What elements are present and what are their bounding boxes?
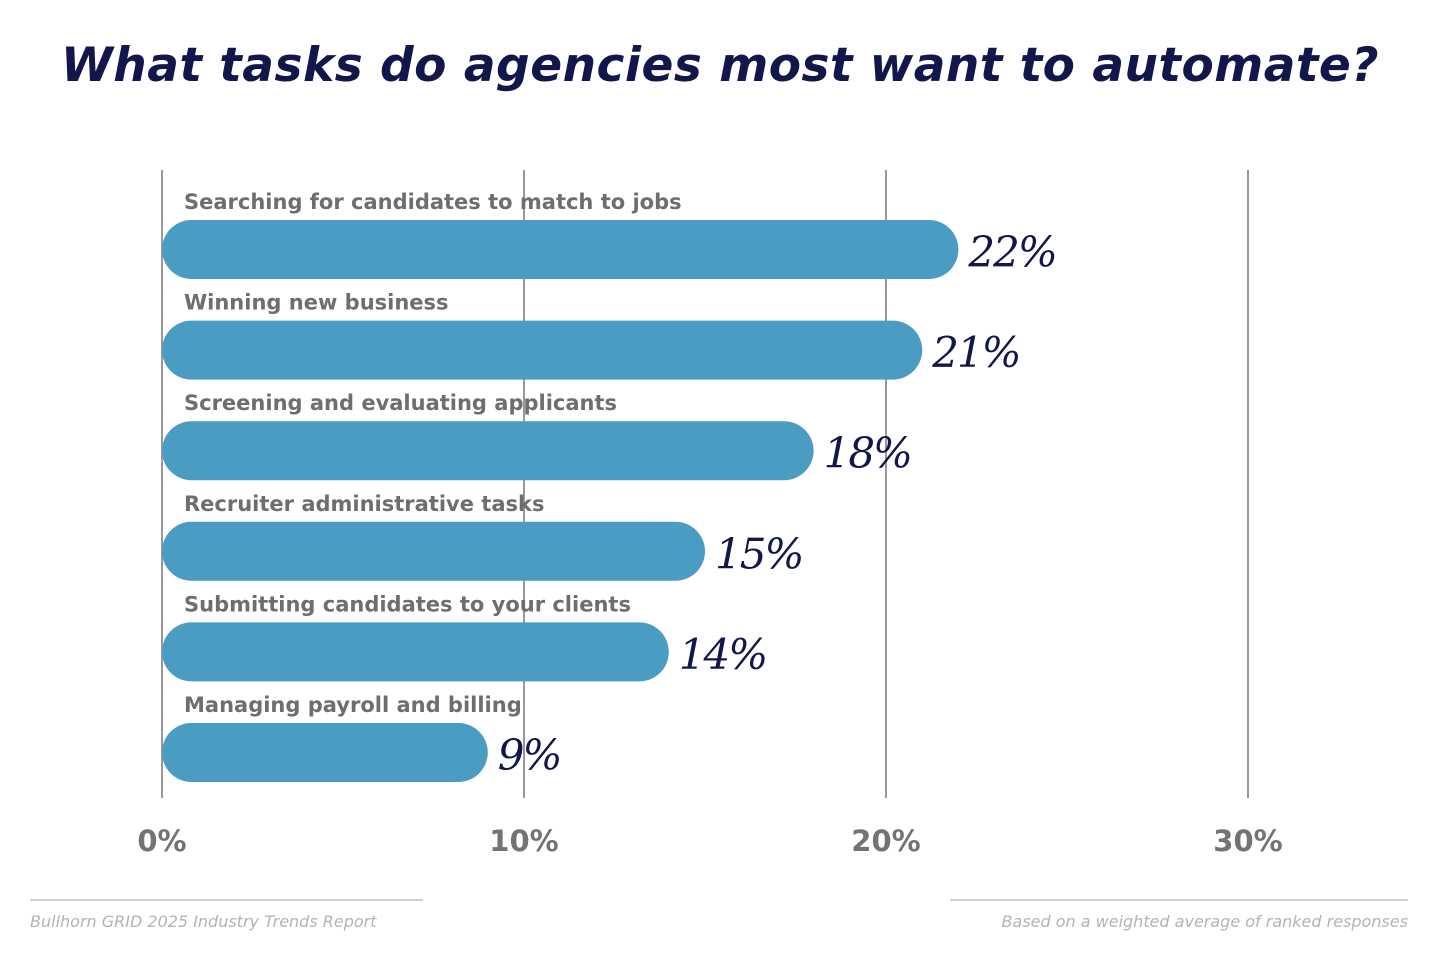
category-label: Winning new business xyxy=(184,291,449,315)
bar xyxy=(162,521,705,581)
x-tick-label: 30% xyxy=(1213,824,1282,858)
data-label: 18% xyxy=(824,429,911,478)
data-label: 15% xyxy=(715,529,802,578)
footer-source: Bullhorn GRID 2025 Industry Trends Repor… xyxy=(30,912,377,931)
data-label: 14% xyxy=(679,630,766,679)
bar-chart: Searching for candidates to match to job… xyxy=(137,170,1283,858)
bar xyxy=(162,320,923,380)
bar xyxy=(162,723,488,782)
data-label: 21% xyxy=(931,328,1019,377)
data-label: 9% xyxy=(498,731,561,780)
category-label: Managing payroll and billing xyxy=(184,693,522,717)
x-tick-label: 10% xyxy=(489,824,558,858)
bar xyxy=(162,622,669,682)
x-axis-ticks: 0% 10% 20% 30% xyxy=(137,824,1282,858)
category-label: Screening and evaluating applicants xyxy=(184,391,617,415)
bar xyxy=(162,421,814,481)
bar xyxy=(162,220,959,279)
footer-rule-left xyxy=(30,899,423,901)
footer-rule-right xyxy=(950,899,1408,901)
category-label: Submitting candidates to your clients xyxy=(184,592,631,616)
footer-note: Based on a weighted average of ranked re… xyxy=(1001,912,1408,931)
data-label: 22% xyxy=(967,228,1055,277)
category-label: Searching for candidates to match to job… xyxy=(184,190,682,214)
category-label: Recruiter administrative tasks xyxy=(184,492,544,516)
x-tick-label: 0% xyxy=(137,824,186,858)
x-tick-label: 20% xyxy=(851,824,920,858)
chart-title: What tasks do agencies most want to auto… xyxy=(60,38,1380,93)
bars: Searching for candidates to match to job… xyxy=(162,190,1058,782)
